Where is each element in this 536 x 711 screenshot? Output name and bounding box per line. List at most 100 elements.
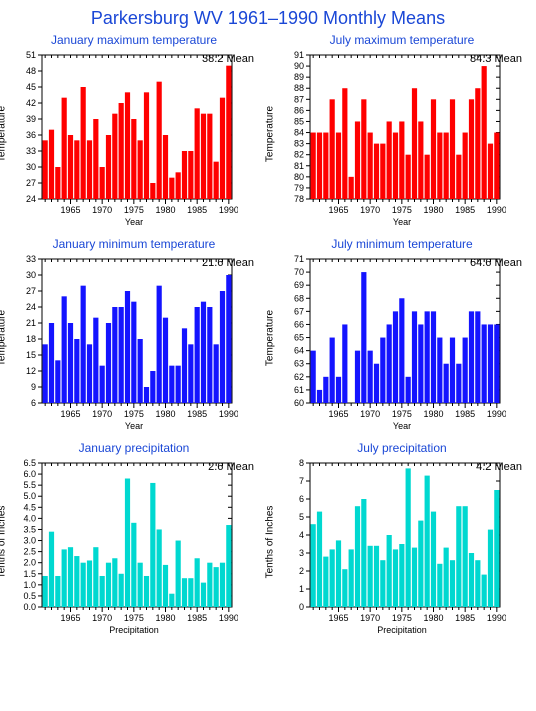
svg-text:1990: 1990 [219, 409, 238, 419]
bar [214, 162, 219, 199]
bar [488, 144, 493, 199]
chart-wrap: Tenths of Inches2.6 Mean0.00.51.01.52.02… [8, 457, 260, 627]
mean-label: 38.2 Mean [202, 53, 254, 65]
bar [387, 324, 392, 403]
bar [482, 575, 487, 607]
bar [49, 532, 54, 607]
bar [311, 524, 316, 607]
svg-text:0.5: 0.5 [23, 591, 36, 601]
bar [150, 483, 155, 607]
svg-text:4.5: 4.5 [23, 502, 36, 512]
bar [387, 535, 392, 607]
svg-text:1965: 1965 [60, 613, 80, 623]
bar [330, 338, 335, 403]
subtitle: July precipitation [276, 441, 528, 455]
bar [131, 523, 136, 607]
svg-text:45: 45 [26, 82, 36, 92]
bar [342, 324, 347, 403]
svg-text:2.0: 2.0 [23, 558, 36, 568]
bar [163, 318, 168, 403]
svg-text:1980: 1980 [423, 205, 443, 215]
svg-text:1985: 1985 [187, 613, 207, 623]
svg-text:91: 91 [294, 50, 304, 60]
svg-text:1990: 1990 [487, 409, 506, 419]
bar [214, 344, 219, 403]
bar [207, 563, 212, 607]
bar [361, 272, 366, 403]
chart-svg: 0.00.51.01.52.02.53.03.54.04.55.05.56.06… [8, 457, 238, 627]
bar [62, 296, 67, 403]
bar [456, 506, 461, 607]
svg-text:0: 0 [299, 602, 304, 612]
svg-text:62: 62 [294, 372, 304, 382]
bar [176, 172, 181, 199]
svg-text:1970: 1970 [360, 613, 380, 623]
bar [330, 549, 335, 607]
chart-svg: 6912151821242730331965197019751980198519… [8, 253, 238, 423]
bar [220, 291, 225, 403]
svg-text:6.5: 6.5 [23, 458, 36, 468]
bar [437, 564, 442, 607]
bar [374, 144, 379, 199]
bar [469, 99, 474, 199]
bar [182, 578, 187, 607]
bar [336, 133, 341, 199]
bar [87, 560, 92, 607]
chart-wrap: Temperature64.6 Mean60616263646566676869… [276, 253, 528, 423]
bar [317, 133, 322, 199]
svg-text:1990: 1990 [487, 613, 506, 623]
svg-text:6: 6 [31, 398, 36, 408]
svg-text:80: 80 [294, 172, 304, 182]
bar [138, 339, 143, 403]
bar [138, 563, 143, 607]
svg-text:1980: 1980 [155, 205, 175, 215]
bar [380, 144, 385, 199]
svg-text:33: 33 [26, 146, 36, 156]
bar [336, 540, 341, 607]
svg-text:1990: 1990 [219, 613, 238, 623]
svg-text:1980: 1980 [155, 409, 175, 419]
bar [226, 66, 231, 199]
bar [176, 541, 181, 607]
bar [482, 324, 487, 403]
bar [323, 133, 328, 199]
svg-text:69: 69 [294, 280, 304, 290]
svg-text:0.0: 0.0 [23, 602, 36, 612]
bar [144, 92, 149, 199]
svg-text:88: 88 [294, 83, 304, 93]
svg-text:1975: 1975 [124, 613, 144, 623]
bar [323, 377, 328, 403]
bar [431, 311, 436, 403]
bar [106, 563, 111, 607]
bar [406, 377, 411, 403]
bar [450, 560, 455, 607]
svg-text:18: 18 [26, 334, 36, 344]
bar [201, 114, 206, 199]
bar [68, 135, 73, 199]
bar [43, 140, 48, 199]
bar [182, 328, 187, 403]
svg-text:87: 87 [294, 94, 304, 104]
bar [412, 548, 417, 607]
bar [330, 99, 335, 199]
bar [349, 549, 354, 607]
bar [144, 387, 149, 403]
svg-text:1985: 1985 [187, 205, 207, 215]
chart-panel-jul-max: July maximum temperatureTemperature84.3 … [276, 33, 528, 227]
svg-text:1: 1 [299, 584, 304, 594]
bar [81, 286, 86, 403]
svg-text:89: 89 [294, 72, 304, 82]
svg-text:30: 30 [26, 162, 36, 172]
svg-text:1965: 1965 [60, 409, 80, 419]
bar [374, 364, 379, 403]
svg-text:1.0: 1.0 [23, 580, 36, 590]
svg-text:1985: 1985 [455, 409, 475, 419]
bar [380, 338, 385, 403]
y-axis-label: Temperature [0, 106, 8, 162]
bar [195, 108, 200, 199]
y-axis-label: Tenths of Inches [0, 506, 8, 579]
bar [112, 558, 117, 607]
svg-text:33: 33 [26, 254, 36, 264]
bar [68, 323, 73, 403]
bar [119, 574, 124, 607]
